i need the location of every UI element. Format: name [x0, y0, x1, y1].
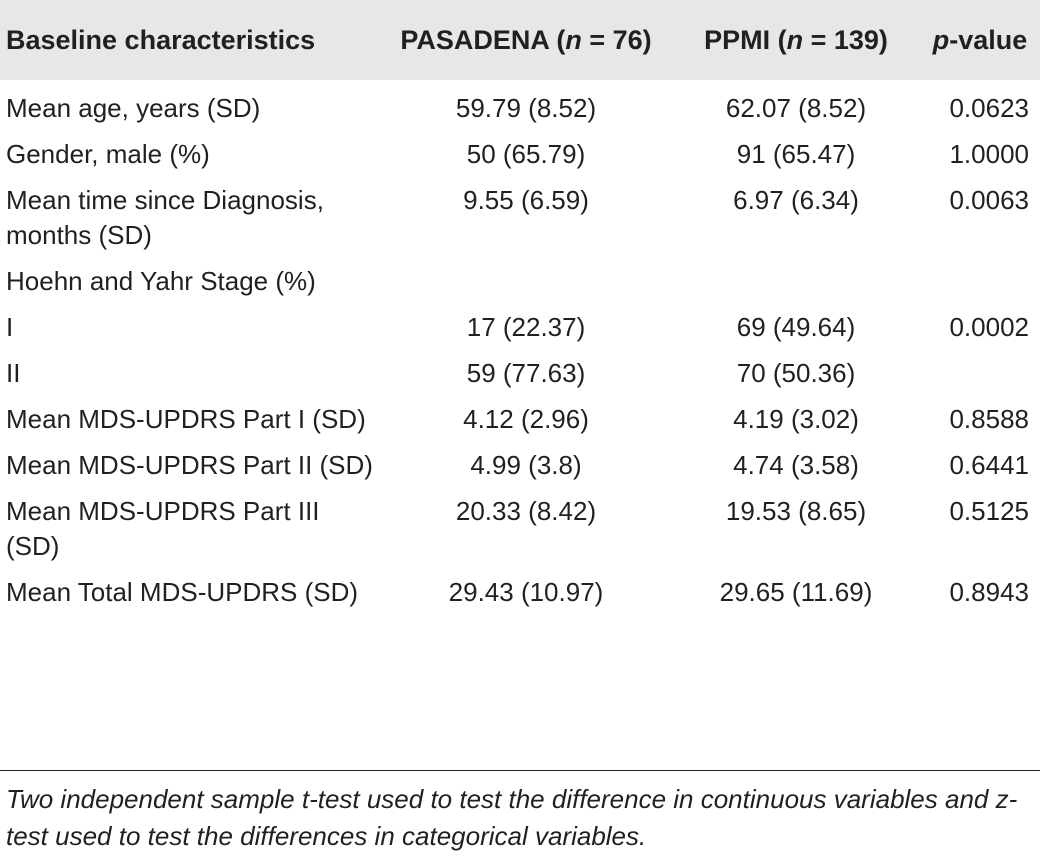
ppmi-value: 70 (50.36) — [736, 358, 856, 388]
p-value: 0.5125 — [949, 496, 1029, 526]
row-label: Mean MDS-UPDRS Part III (SD) — [6, 496, 320, 561]
ppmi-value: 4.74 (3.58) — [733, 450, 859, 480]
table-row: Mean time since Diagnosis, months (SD) 9.… — [0, 178, 1040, 259]
row-label: Gender, male (%) — [6, 139, 210, 169]
table-header: Baseline characteristics PASADENA (n = 7… — [0, 0, 1040, 80]
p-value: 0.0002 — [949, 312, 1029, 342]
footnote-divider — [0, 770, 1040, 771]
row-label: Mean time since Diagnosis, months (SD) — [6, 185, 324, 250]
ppmi-value — [672, 259, 920, 305]
header-pasadena: PASADENA (n = 76) — [380, 0, 672, 80]
table-row: Mean Total MDS-UPDRS (SD) 29.43 (10.97) 29… — [0, 570, 1040, 616]
table-row: Hoehn and Yahr Stage (%) — [0, 259, 1040, 305]
ppmi-value: 6.97 (6.34) — [733, 185, 859, 215]
footnote-part1: Two independent sample — [6, 784, 302, 814]
footnote-t: t — [301, 784, 310, 814]
table-footnote: Two independent sample t-test used to te… — [6, 781, 1036, 855]
row-label: Mean MDS-UPDRS Part II (SD) — [6, 450, 373, 480]
pasadena-value: 20.33 (8.42) — [455, 496, 597, 526]
row-label: Mean age, years (SD) — [6, 93, 261, 123]
table-row: I 17 (22.37) 69 (49.64) 0.0002 — [0, 305, 1040, 351]
header-ppmi-n: n — [786, 24, 804, 55]
pasadena-value: 59 (77.63) — [466, 358, 586, 388]
pasadena-value: 9.55 (6.59) — [463, 185, 589, 215]
pasadena-value: 59.79 (8.52) — [455, 93, 597, 123]
baseline-characteristics-table: Baseline characteristics PASADENA (n = 7… — [0, 0, 1040, 616]
pasadena-value: 17 (22.37) — [466, 312, 586, 342]
row-label: Mean Total MDS-UPDRS (SD) — [6, 577, 359, 607]
row-label: Mean MDS-UPDRS Part I (SD) — [6, 404, 366, 434]
footnote-part3: -test used to test the differences in ca… — [6, 784, 1018, 851]
ppmi-value: 62.07 (8.52) — [725, 93, 867, 123]
header-pasadena-n: n — [565, 24, 582, 55]
p-value: 0.6441 — [949, 450, 1029, 480]
pasadena-value — [380, 259, 672, 305]
table-row: Gender, male (%) 50 (65.79) 91 (65.47) 1.00… — [0, 132, 1040, 178]
header-row: Baseline characteristics PASADENA (n = 7… — [0, 0, 1040, 80]
table-row: Mean MDS-UPDRS Part III (SD) 20.33 (8.42)… — [0, 489, 1040, 570]
header-p-italic: p — [932, 24, 950, 55]
footnote-z: z — [995, 784, 1009, 814]
ppmi-value: 19.53 (8.65) — [725, 496, 867, 526]
ppmi-value: 91 (65.47) — [736, 139, 856, 169]
header-p-suffix: -value — [949, 24, 1028, 55]
header-baseline-characteristics: Baseline characteristics — [6, 24, 316, 55]
header-ppmi: PPMI (n = 139) — [672, 0, 920, 80]
ppmi-value: 29.65 (11.69) — [719, 577, 873, 607]
table-row: Mean MDS-UPDRS Part II (SD) 4.99 (3.8) 4.7… — [0, 443, 1040, 489]
p-value: 1.0000 — [949, 139, 1029, 169]
p-value: 0.8588 — [949, 404, 1029, 434]
pasadena-value: 4.12 (2.96) — [463, 404, 589, 434]
table-row: Mean MDS-UPDRS Part I (SD) 4.12 (2.96) 4.1… — [0, 397, 1040, 443]
header-pasadena-prefix: PASADENA ( — [400, 24, 566, 55]
p-value — [920, 351, 1040, 397]
p-value: 0.0063 — [949, 185, 1029, 215]
header-pasadena-suffix: = 76) — [581, 24, 652, 55]
p-value: 0.0623 — [949, 93, 1029, 123]
table-body: Mean age, years (SD) 59.79 (8.52) 62.07 (8… — [0, 80, 1040, 616]
p-value: 0.8943 — [949, 577, 1029, 607]
table-row: II 59 (77.63) 70 (50.36) — [0, 351, 1040, 397]
row-label: I — [6, 312, 14, 342]
ppmi-value: 69 (49.64) — [736, 312, 856, 342]
header-ppmi-prefix: PPMI ( — [704, 24, 787, 55]
pasadena-value: 50 (65.79) — [466, 139, 586, 169]
row-label: II — [6, 358, 21, 388]
pasadena-value: 4.99 (3.8) — [470, 450, 582, 480]
p-value — [920, 259, 1040, 305]
row-label: Hoehn and Yahr Stage (%) — [6, 266, 316, 296]
ppmi-value: 4.19 (3.02) — [733, 404, 859, 434]
header-ppmi-suffix: = 139) — [803, 24, 888, 55]
table-row: Mean age, years (SD) 59.79 (8.52) 62.07 (8… — [0, 80, 1040, 132]
pasadena-value: 29.43 (10.97) — [448, 577, 604, 607]
header-p-value: p-value — [920, 0, 1040, 80]
footnote-part2: -test used to test the difference in con… — [309, 784, 996, 814]
